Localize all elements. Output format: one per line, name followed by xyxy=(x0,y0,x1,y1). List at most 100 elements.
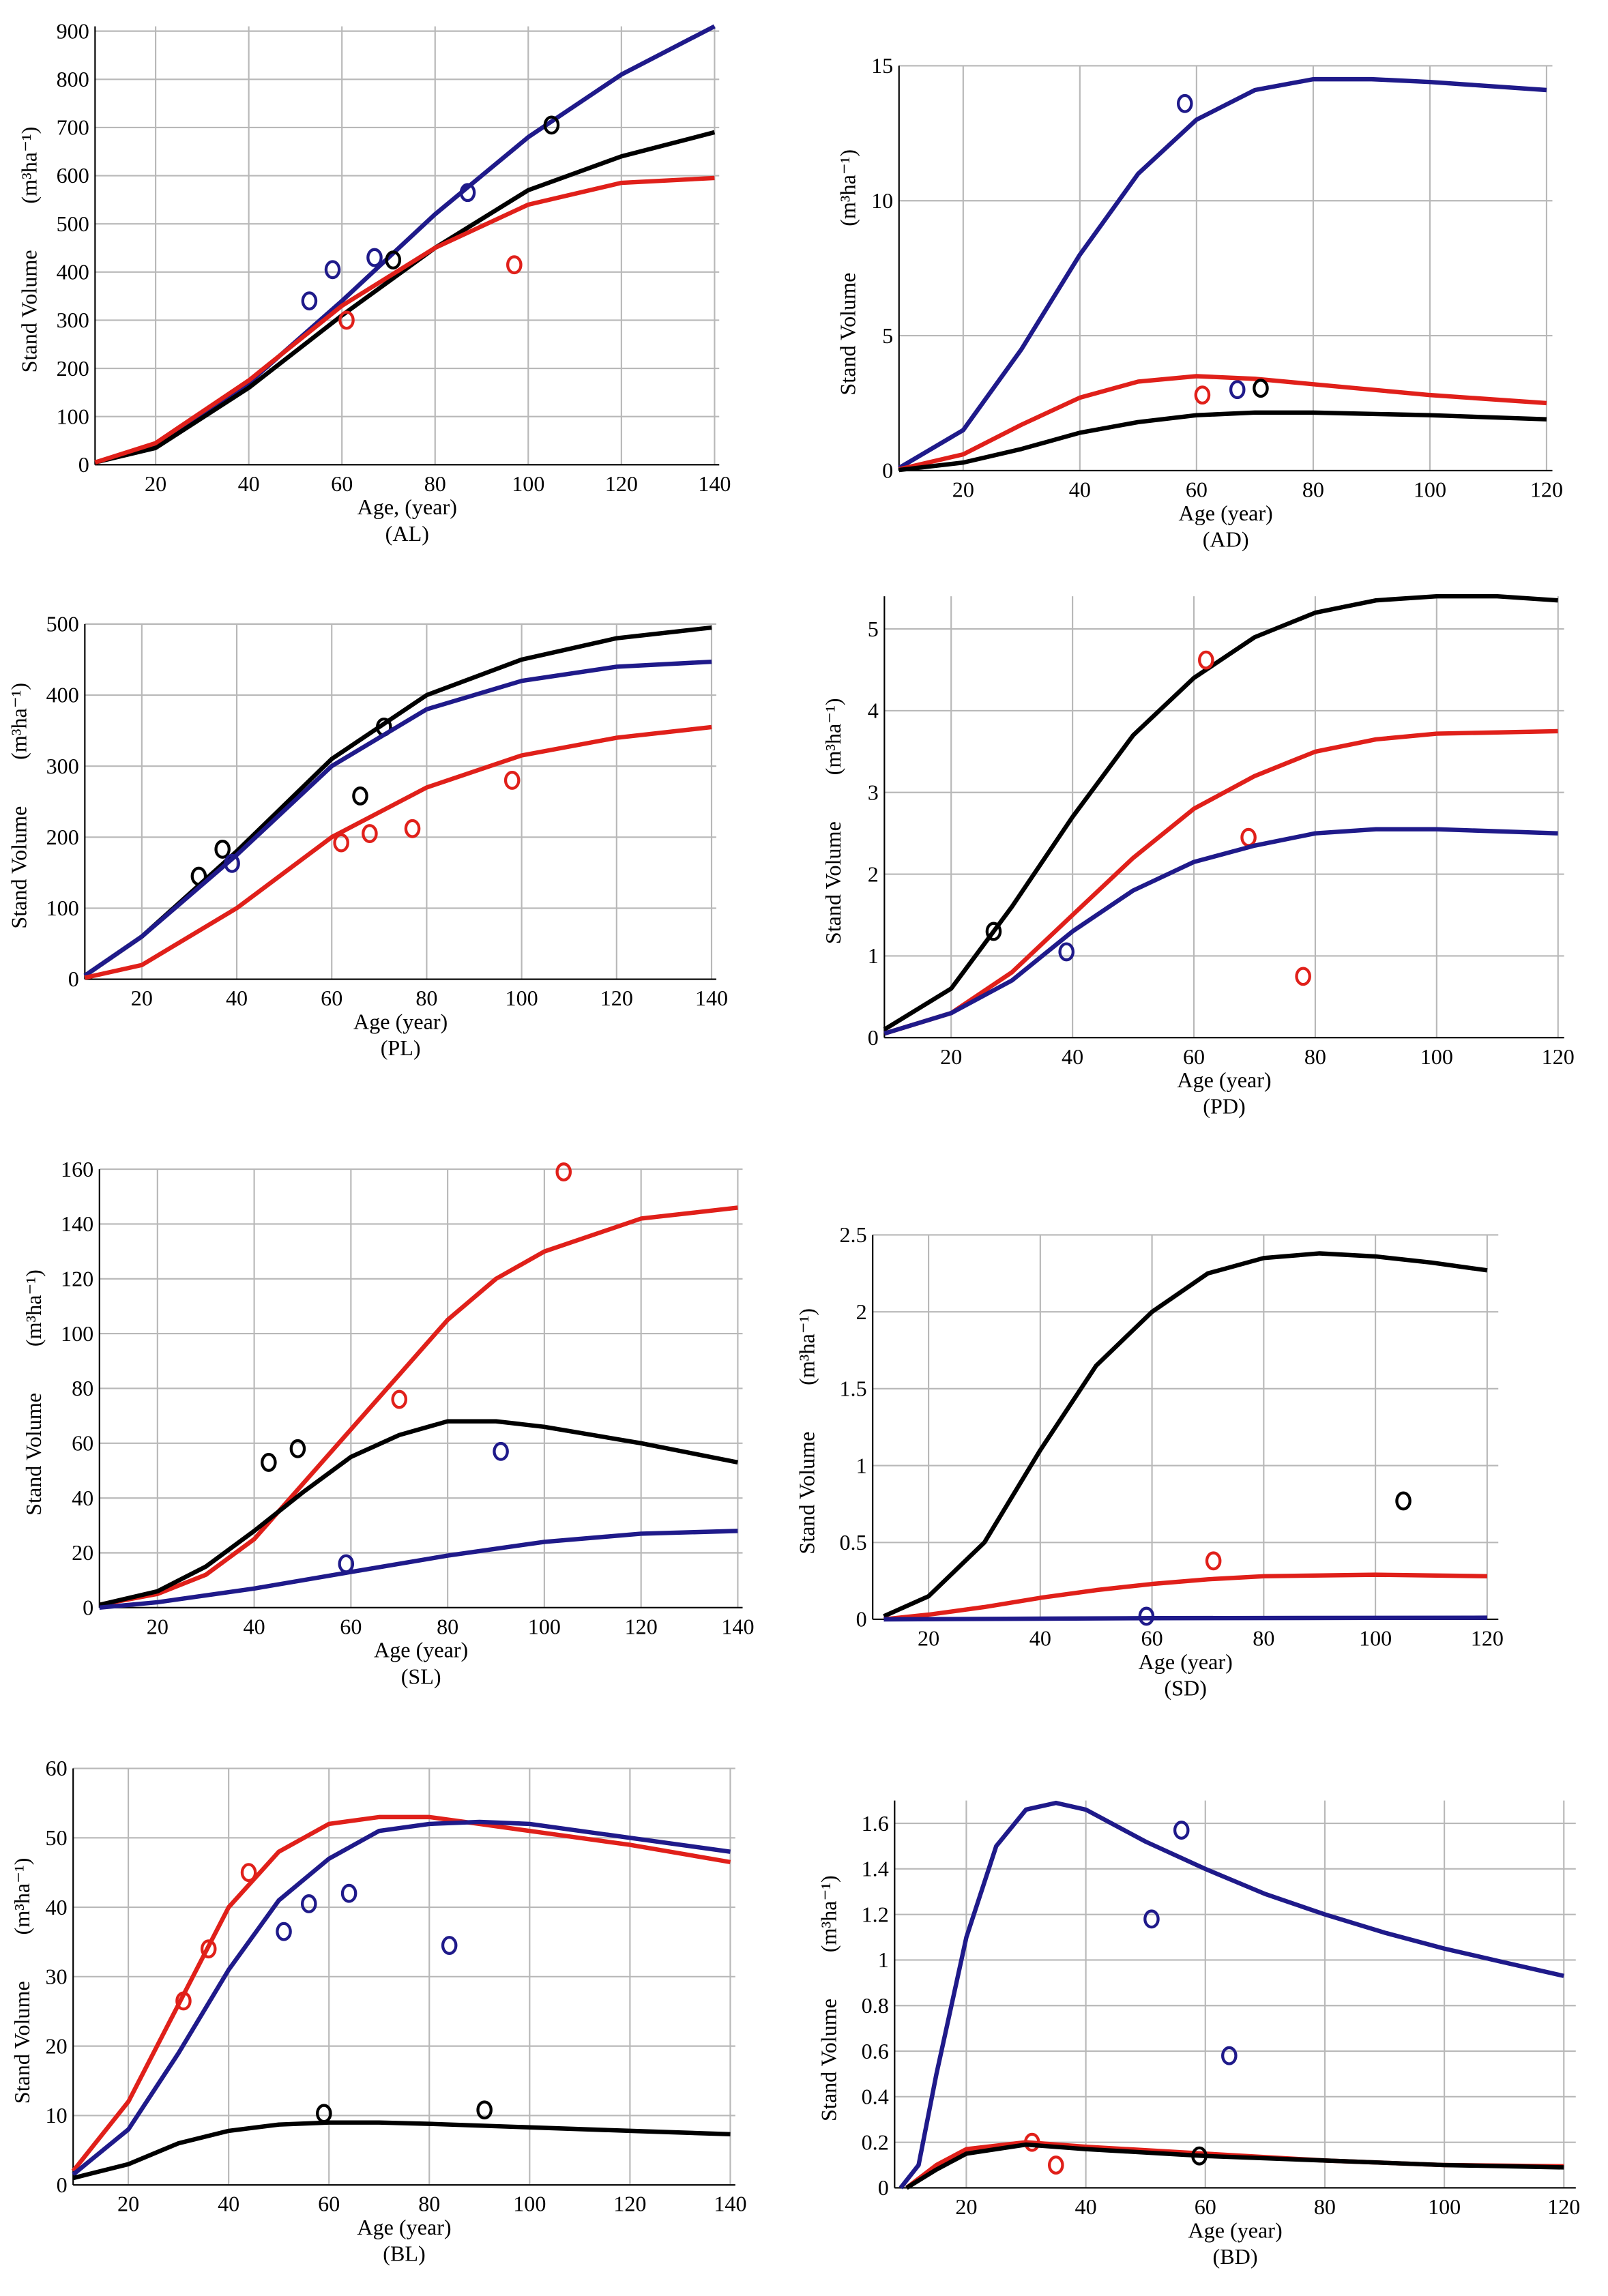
series-blue-point xyxy=(459,183,476,203)
y-tick-label: 20 xyxy=(72,1540,93,1565)
series-red-point xyxy=(1205,1551,1222,1571)
series-red-curve xyxy=(898,374,1547,472)
chart-title: (SL) xyxy=(401,1664,441,1688)
x-tick-label: 60 xyxy=(331,471,353,496)
y-tick-label: 0 xyxy=(878,2175,889,2200)
series-blue-curve xyxy=(898,1800,1564,2190)
series-black-point xyxy=(261,1452,277,1472)
x-tick-label: 140 xyxy=(698,471,731,496)
x-tick-label: 80 xyxy=(1304,1044,1326,1069)
series-blue-curve xyxy=(883,827,1558,1036)
y-tick-label: 500 xyxy=(57,211,89,236)
series-black-curve xyxy=(883,1251,1488,1619)
chart-al: 20 40 60 80 100 120 140 0 100 200 300 400 500 600 700 8… xyxy=(17,18,731,545)
series-black-point xyxy=(476,2100,493,2120)
series-red-curve xyxy=(84,724,712,980)
y-tick-label: 200 xyxy=(46,825,79,849)
series-red-point xyxy=(503,771,521,790)
y-tick-label: 100 xyxy=(57,404,89,428)
y-axis-label: Stand Volume xyxy=(821,821,845,944)
y-tick-label: 15 xyxy=(871,53,893,78)
x-tick-label: 100 xyxy=(513,2192,546,2216)
x-tick-label: 60 xyxy=(1183,1044,1205,1069)
x-axis-label: Age (year) xyxy=(374,1638,468,1662)
series-blue-point xyxy=(1229,380,1246,400)
series-black-point xyxy=(1191,2146,1208,2166)
series-black-point xyxy=(214,840,231,859)
y-tick-label: 1 xyxy=(868,943,879,968)
x-tick-label: 40 xyxy=(1075,2194,1097,2219)
y-tick-label: 40 xyxy=(72,1486,93,1510)
y-tick-label: 100 xyxy=(46,896,79,920)
series-black-point xyxy=(316,2104,332,2123)
series-black-point xyxy=(190,866,207,886)
y-tick-label: 0 xyxy=(57,2173,68,2197)
series-blue-point xyxy=(324,260,341,280)
chart-sd: 20 40 60 80 100 120 0 0.5 1 1.5 2 2.5 Age (year)(SD)… xyxy=(794,1222,1503,1700)
series-blue-point xyxy=(1173,1821,1190,1840)
y-tick-label: 5 xyxy=(882,323,893,348)
y-tick-label: 0.4 xyxy=(862,2085,889,2109)
y-tick-label: 100 xyxy=(61,1321,93,1346)
series-blue-point xyxy=(224,853,240,873)
series-red-curve xyxy=(883,1572,1487,1622)
y-tick-label: 5 xyxy=(868,617,879,641)
x-tick-label: 100 xyxy=(1420,1044,1453,1069)
y-tick-label: 400 xyxy=(57,260,89,284)
series-black-curve xyxy=(905,2142,1564,2190)
x-tick-label: 100 xyxy=(1414,477,1446,501)
series-red-point xyxy=(175,1991,192,2011)
x-tick-label: 20 xyxy=(117,2192,139,2216)
x-tick-label: 80 xyxy=(1253,1626,1274,1651)
x-tick-label: 120 xyxy=(613,2192,646,2216)
x-tick-label: 20 xyxy=(918,1626,939,1651)
series-black-curve xyxy=(898,410,1547,473)
y-tick-label: 0.5 xyxy=(839,1530,866,1555)
series-blue-point xyxy=(1176,93,1193,113)
x-tick-label: 40 xyxy=(226,986,248,1010)
chart-title: (SD) xyxy=(1164,1675,1206,1700)
chart-title: (BL) xyxy=(383,2241,425,2266)
y-tick-label: 50 xyxy=(46,1825,68,1850)
x-tick-label: 40 xyxy=(238,471,260,496)
y-tick-label: 900 xyxy=(57,18,89,43)
series-red-point xyxy=(338,310,355,330)
x-tick-label: 20 xyxy=(147,1614,169,1638)
chart-bd: 20 40 60 80 100 120 0 0.2 0.4 0.6 0.8 1 1.2 1.4 1.6 Age… xyxy=(817,1800,1580,2269)
x-tick-label: 120 xyxy=(605,471,638,496)
y-tick-label: 500 xyxy=(46,612,79,636)
chart-title: (BD) xyxy=(1213,2244,1258,2269)
y-tick-label: 120 xyxy=(61,1266,93,1291)
x-axis-label: Age, (year) xyxy=(357,495,457,519)
series-red-curve xyxy=(71,1814,731,2173)
y-axis-label: Stand Volume xyxy=(817,1999,841,2121)
y-tick-label: 10 xyxy=(871,188,893,213)
x-tick-label: 80 xyxy=(415,986,437,1010)
series-red-point xyxy=(200,1939,217,1959)
series-blue-point xyxy=(276,1922,292,1941)
x-tick-label: 80 xyxy=(1314,2194,1336,2219)
chart-pl: 20 40 60 80 100 120 140 0 100 200 300 400 500 Age (ye… xyxy=(7,612,728,1060)
series-red-curve xyxy=(94,175,715,465)
x-tick-label: 100 xyxy=(1359,1626,1392,1651)
x-tick-label: 20 xyxy=(952,477,974,501)
y-axis-unit: (m³ha⁻¹) xyxy=(21,1269,46,1346)
y-tick-label: 0 xyxy=(78,452,89,477)
series-blue-point xyxy=(441,1936,458,1955)
series-blue-point xyxy=(338,1554,355,1574)
chart-pd: 20 40 60 80 100 120 0 1 2 3 4 5 Age (year)(PD) Stand … xyxy=(821,593,1575,1119)
y-tick-label: 10 xyxy=(46,2103,68,2128)
x-tick-label: 20 xyxy=(131,986,153,1010)
series-red-point xyxy=(391,1389,408,1409)
x-tick-label: 40 xyxy=(244,1614,265,1638)
y-axis-label: Stand Volume xyxy=(7,806,31,929)
series-black-curve xyxy=(883,593,1558,1031)
y-axis-unit: (m³ha⁻¹) xyxy=(10,1858,34,1935)
y-tick-label: 2 xyxy=(868,862,879,886)
y-axis-unit: (m³ha⁻¹) xyxy=(821,698,845,775)
x-tick-label: 20 xyxy=(145,471,166,496)
x-tick-label: 140 xyxy=(714,2192,746,2216)
y-tick-label: 0 xyxy=(83,1595,93,1620)
series-black-curve xyxy=(99,1419,739,1607)
